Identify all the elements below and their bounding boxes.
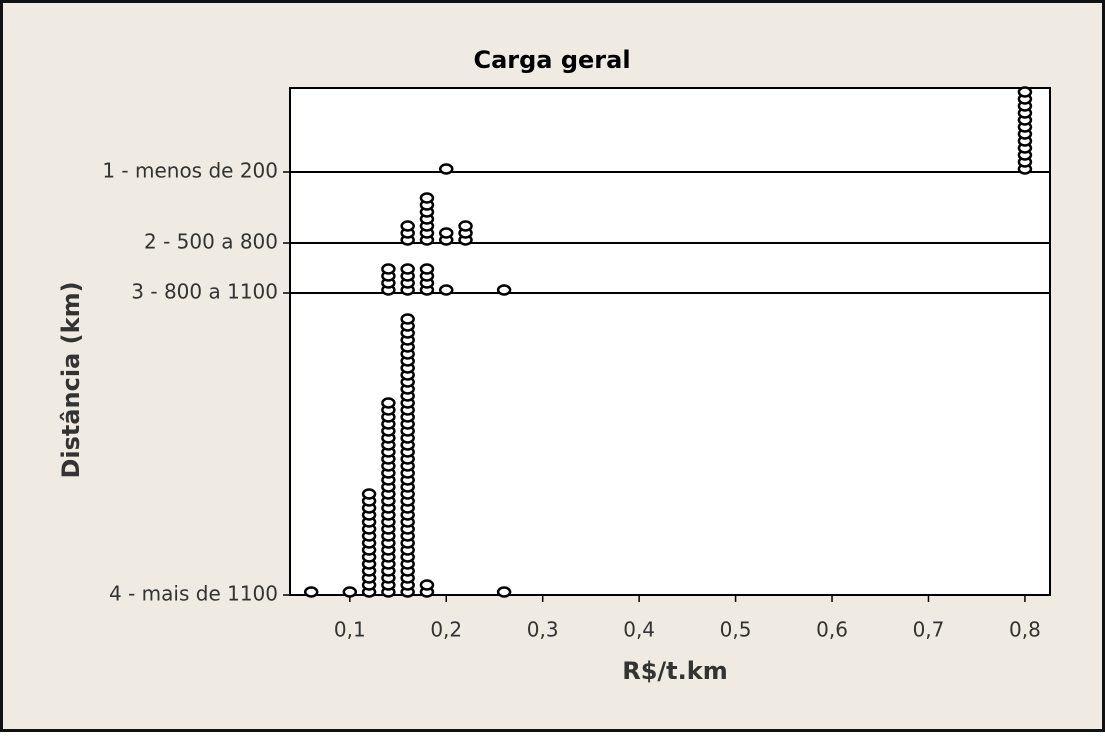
dot bbox=[400, 313, 415, 325]
y-tick-label: 1 - menos de 200 bbox=[102, 159, 278, 183]
dot bbox=[303, 586, 319, 598]
x-axis-label: R$/t.km bbox=[622, 657, 728, 685]
dot bbox=[496, 284, 512, 296]
y-tick-label: 2 - 500 a 800 bbox=[144, 230, 278, 254]
dot bbox=[438, 227, 454, 239]
x-tick-label: 0,7 bbox=[913, 618, 945, 642]
y-tick-label: 3 - 800 a 1100 bbox=[131, 280, 278, 304]
dot bbox=[361, 488, 377, 500]
dot bbox=[496, 586, 512, 598]
dot bbox=[419, 192, 435, 204]
x-tick-label: 0,5 bbox=[720, 618, 752, 642]
dot bbox=[1017, 86, 1033, 98]
x-tick-label: 0,4 bbox=[623, 618, 655, 642]
dot bbox=[438, 163, 454, 175]
dot bbox=[400, 263, 415, 275]
dot bbox=[381, 397, 396, 409]
dot bbox=[419, 263, 435, 275]
chart-title: Carga geral bbox=[473, 46, 630, 74]
x-tick-label: 0,6 bbox=[816, 618, 848, 642]
x-tick-label: 0,1 bbox=[334, 618, 366, 642]
dot bbox=[419, 579, 435, 591]
x-tick-label: 0,2 bbox=[430, 618, 462, 642]
y-tick-label: 4 - mais de 1100 bbox=[109, 582, 278, 606]
dot bbox=[438, 284, 454, 296]
x-tick-label: 0,8 bbox=[1009, 618, 1041, 642]
x-tick-label: 0,3 bbox=[527, 618, 559, 642]
y-axis-label: Distância (km) bbox=[57, 281, 85, 478]
dot bbox=[342, 586, 358, 598]
dot bbox=[381, 263, 396, 275]
dot bbox=[400, 220, 415, 232]
dot bbox=[458, 220, 473, 232]
